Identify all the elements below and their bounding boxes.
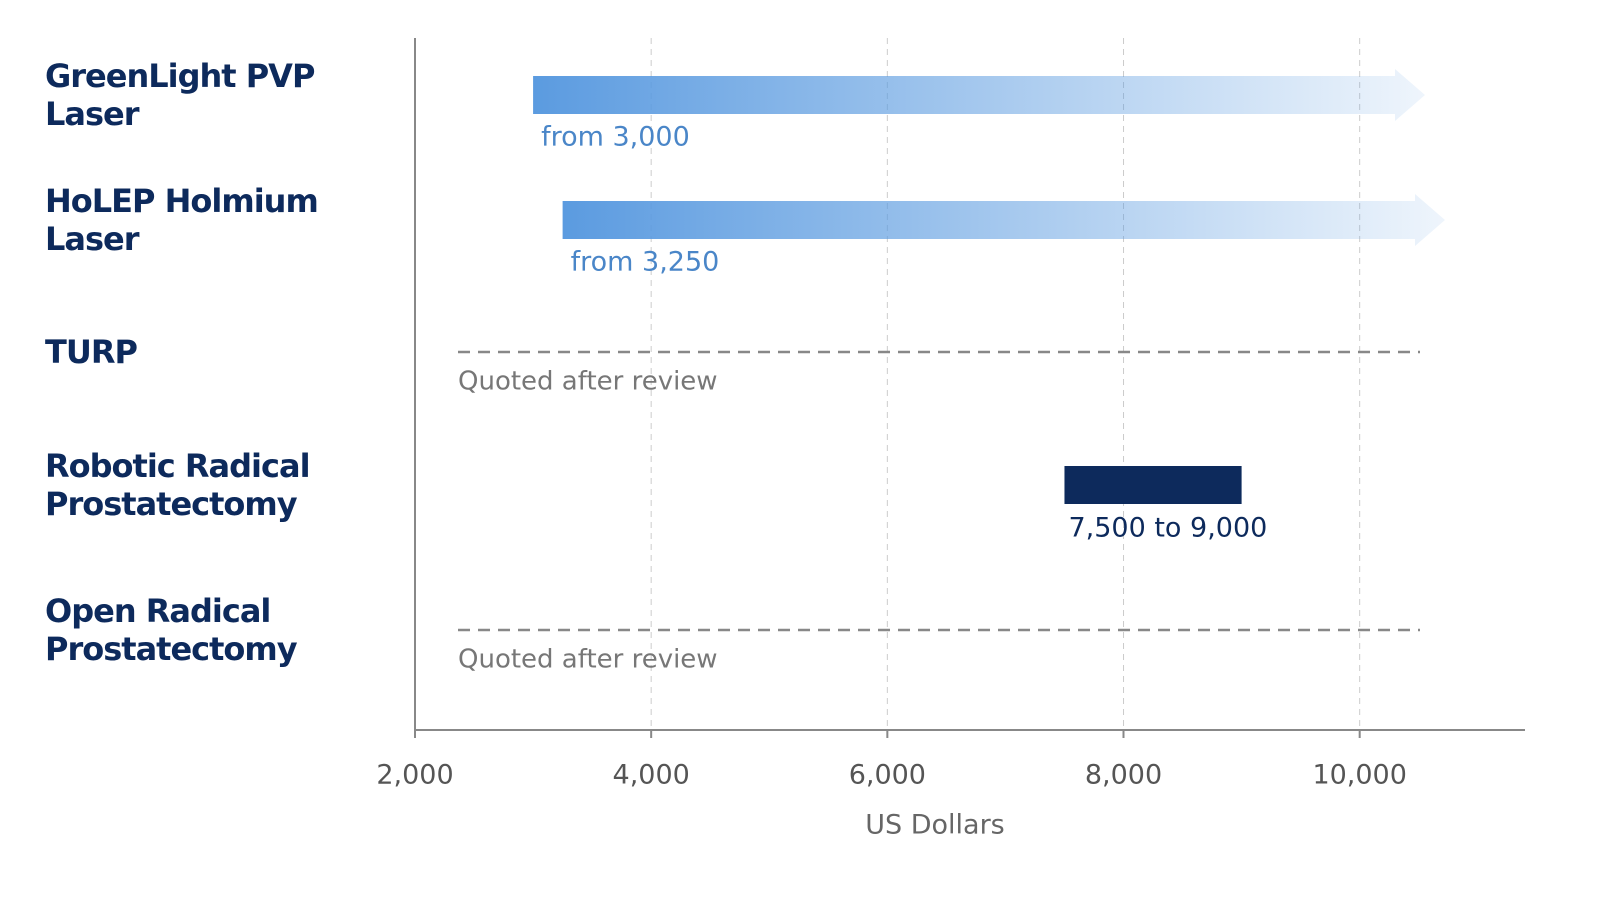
x-tick-label: 4,000 [613,760,690,791]
category-label: HoLEP Holmium Laser [45,182,319,258]
value-label: Quoted after review [458,645,718,675]
value-label: Quoted after review [458,367,718,397]
x-tick-label: 2,000 [376,760,453,791]
category-label: Robotic Radical Prostatectomy [45,447,311,523]
category-label: GreenLight PVP Laser [45,57,315,133]
value-label: from 3,250 [571,247,720,278]
x-axis-title: US Dollars [865,810,1005,841]
category-label: Open Radical Prostatectomy [45,592,298,668]
open-range-arrow [533,69,1425,121]
value-label: from 3,000 [541,122,690,153]
x-tick-label: 10,000 [1312,760,1406,791]
x-tick-label: 8,000 [1085,760,1162,791]
category-label: TURP [45,333,138,371]
value-label: 7,500 to 9,000 [1068,513,1267,544]
range-bar [1064,466,1242,504]
x-tick-label: 6,000 [849,760,926,791]
open-range-arrow [562,194,1445,246]
